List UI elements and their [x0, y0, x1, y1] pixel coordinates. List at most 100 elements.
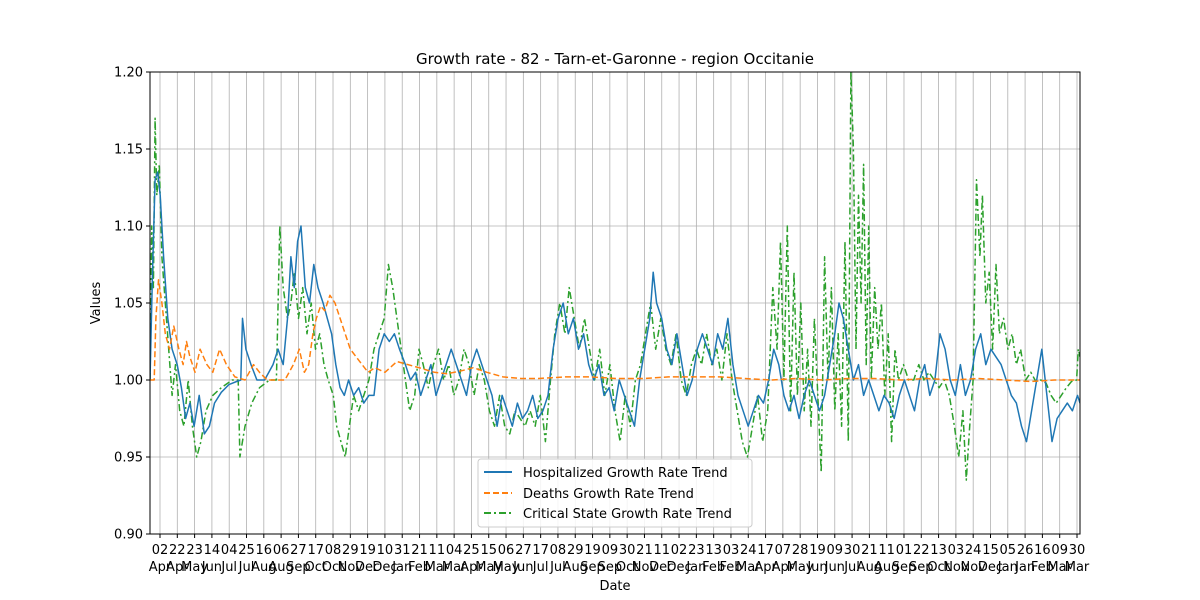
x-tick-day: 11 — [429, 543, 446, 558]
legend: Hospitalized Growth Rate Trend Deaths Gr… — [477, 458, 753, 528]
x-tick-month: Jul — [532, 560, 549, 575]
x-tick-month: Jul — [220, 560, 237, 575]
x-tick-month: Dec — [355, 560, 380, 575]
x-tick-month: Sep — [892, 560, 917, 575]
x-tick-month: May — [181, 560, 208, 575]
x-tick-day: 25 — [463, 543, 480, 558]
x-tick-day: 16 — [1034, 543, 1051, 558]
x-tick-month: Mar — [1047, 560, 1072, 575]
x-tick-month: Jul — [238, 560, 255, 575]
x-tick-month: Apr — [166, 560, 189, 575]
x-tick-day: 14 — [204, 543, 221, 558]
x-tick-day: 21 — [411, 543, 428, 558]
x-tick-month: Aug — [268, 560, 293, 575]
x-tick-month: Apr — [772, 560, 795, 575]
series-line-deaths — [150, 279, 1080, 383]
x-tick-day: 19 — [584, 543, 601, 558]
x-axis-ticks: 02 Apr 22 Apr 23 May 14 Jun 04 Jul 25 Jul 16 Aug 06 Aug… — [149, 534, 1090, 575]
legend-label-deaths: Deaths Growth Rate Trend — [523, 487, 694, 502]
x-tick-month: Apr — [149, 560, 172, 575]
x-tick-day: 07 — [775, 543, 792, 558]
x-tick-day: 28 — [792, 543, 809, 558]
series-line-hospitalized — [150, 171, 1080, 443]
y-axis-label: Values — [89, 282, 104, 325]
x-tick-day: 11 — [653, 543, 670, 558]
x-tick-day: 17 — [757, 543, 774, 558]
x-tick-day: 06 — [498, 543, 515, 558]
x-tick-month: Mar — [1065, 560, 1090, 575]
x-tick-day: 27 — [290, 543, 307, 558]
x-tick-day: 22 — [169, 543, 186, 558]
x-axis-label: Date — [599, 579, 630, 594]
x-tick-day: 13 — [930, 543, 947, 558]
x-tick-day: 04 — [446, 543, 463, 558]
y-tick-label: 1.20 — [114, 66, 143, 81]
x-tick-day: 30 — [1069, 543, 1086, 558]
x-tick-month: Oct — [304, 560, 326, 575]
x-tick-day: 11 — [878, 543, 895, 558]
x-tick-month: Aug — [251, 560, 276, 575]
x-tick-day: 15 — [982, 543, 999, 558]
x-tick-month: Nov — [943, 560, 969, 575]
x-tick-month: Dec — [978, 560, 1003, 575]
x-tick-day: 24 — [965, 543, 982, 558]
x-tick-month: Aug — [874, 560, 899, 575]
x-tick-day: 27 — [515, 543, 532, 558]
y-axis-ticks: 0.90 0.95 1.00 1.05 1.10 1.15 1.20 — [114, 66, 150, 543]
x-tick-day: 03 — [948, 543, 965, 558]
x-tick-month: Jan — [685, 560, 706, 575]
x-tick-month: Feb — [702, 560, 725, 575]
x-tick-day: 17 — [532, 543, 549, 558]
x-tick-day: 03 — [723, 543, 740, 558]
x-tick-day: 30 — [844, 543, 861, 558]
x-tick-day: 23 — [688, 543, 705, 558]
series-line-critical — [150, 72, 1080, 481]
x-tick-month: Jun — [201, 560, 222, 575]
x-tick-day: 30 — [619, 543, 636, 558]
y-tick-label: 0.95 — [114, 451, 143, 466]
y-tick-label: 1.00 — [114, 374, 143, 389]
x-tick-month: Dec — [649, 560, 674, 575]
x-tick-month: Aug — [857, 560, 882, 575]
x-tick-day: 05 — [1000, 543, 1017, 558]
x-tick-month: Jun — [806, 560, 827, 575]
x-tick-day: 09 — [602, 543, 619, 558]
x-tick-day: 17 — [307, 543, 324, 558]
x-tick-month: Nov — [338, 560, 364, 575]
legend-label-hospitalized: Hospitalized Growth Rate Trend — [523, 466, 728, 481]
x-tick-month: Oct — [322, 560, 344, 575]
x-tick-month: Mar — [442, 560, 467, 575]
x-tick-month: Feb — [1031, 560, 1054, 575]
x-tick-month: Apr — [460, 560, 483, 575]
x-tick-day: 22 — [913, 543, 930, 558]
x-tick-month: Mar — [736, 560, 761, 575]
y-tick-label: 1.15 — [114, 143, 143, 158]
x-tick-month: Jan — [997, 560, 1018, 575]
x-tick-month: Sep — [580, 560, 605, 575]
x-tick-day: 06 — [273, 543, 290, 558]
x-tick-month: Oct — [616, 560, 638, 575]
x-tick-day: 10 — [377, 543, 394, 558]
x-tick-month: Sep — [598, 560, 623, 575]
x-tick-month: Nov — [632, 560, 658, 575]
x-tick-day: 29 — [567, 543, 584, 558]
x-tick-month: Jan — [1014, 560, 1035, 575]
series-layer — [150, 72, 1080, 481]
x-tick-day: 19 — [809, 543, 826, 558]
y-tick-label: 0.90 — [114, 528, 143, 543]
x-tick-day: 02 — [152, 543, 169, 558]
x-tick-month: Sep — [286, 560, 311, 575]
x-tick-day: 29 — [342, 543, 359, 558]
chart-title: Growth rate - 82 - Tarn-et-Garonne - reg… — [416, 50, 814, 68]
x-tick-month: May — [787, 560, 814, 575]
x-tick-day: 02 — [671, 543, 688, 558]
x-tick-month: Jul — [549, 560, 566, 575]
x-tick-month: Oct — [927, 560, 949, 575]
x-tick-day: 08 — [550, 543, 567, 558]
y-tick-label: 1.05 — [114, 297, 143, 312]
x-tick-month: Jun — [512, 560, 533, 575]
x-tick-day: 13 — [705, 543, 722, 558]
legend-label-critical: Critical State Growth Rate Trend — [523, 507, 732, 522]
x-tick-day: 21 — [861, 543, 878, 558]
